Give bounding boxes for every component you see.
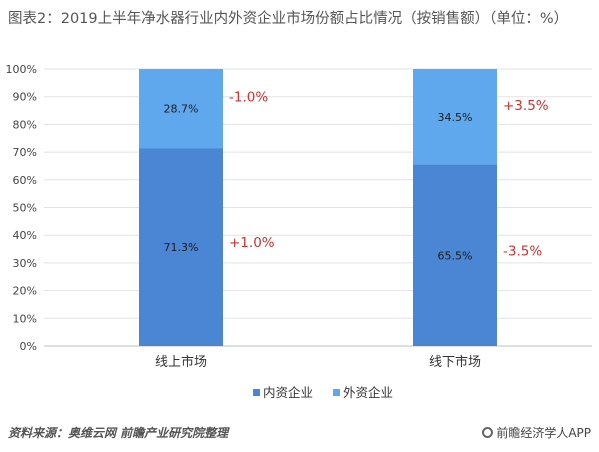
- y-tick-label: 10%: [13, 312, 37, 325]
- x-tick-label: 线下市场: [429, 354, 481, 370]
- data-label: 28.7%: [164, 103, 199, 116]
- x-tick-label: 线上市场: [155, 354, 207, 370]
- change-annotation: +1.0%: [229, 235, 275, 251]
- data-label: 65.5%: [438, 249, 473, 262]
- bar-segment: [139, 69, 223, 149]
- brand-name: 前瞻经济学人APP: [496, 426, 591, 440]
- bar-segment: [413, 69, 497, 165]
- change-annotation: -1.0%: [229, 90, 268, 106]
- y-tick-label: 60%: [13, 174, 37, 187]
- brand-logo-icon: [482, 427, 494, 438]
- legend-swatch: [253, 389, 260, 396]
- bar-segment: [139, 148, 223, 346]
- legend-swatch: [333, 389, 340, 396]
- data-label: 34.5%: [438, 111, 473, 124]
- change-annotation: +3.5%: [503, 98, 549, 114]
- legend-label: 外资企业: [343, 385, 393, 400]
- y-tick-label: 80%: [13, 118, 37, 131]
- chart-title: 图表2：2019上半年净水器行业内外资企业市场份额占比情况（按销售额）（单位：%…: [8, 11, 569, 27]
- change-annotation: -3.5%: [503, 243, 542, 259]
- y-tick-label: 40%: [13, 229, 37, 242]
- y-tick-label: 70%: [13, 146, 37, 159]
- bar-segment: [413, 164, 497, 346]
- y-tick-label: 50%: [13, 202, 37, 215]
- source-note: 资料来源：奥维云网 前瞻产业研究院整理: [8, 426, 229, 440]
- legend-label: 内资企业: [263, 385, 313, 400]
- y-tick-label: 90%: [13, 91, 37, 104]
- y-tick-label: 30%: [13, 257, 37, 270]
- y-tick-label: 20%: [13, 285, 37, 298]
- brand-credit: 前瞻经济学人APP: [482, 424, 591, 441]
- y-tick-label: 100%: [6, 63, 37, 76]
- y-tick-label: 0%: [20, 340, 37, 353]
- data-label: 71.3%: [164, 241, 199, 254]
